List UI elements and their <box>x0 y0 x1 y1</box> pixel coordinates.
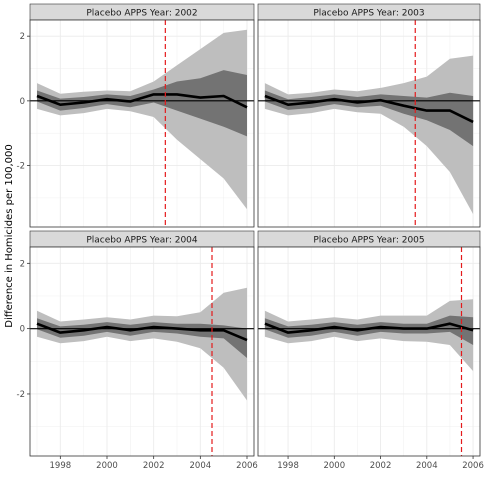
x-tick-label: 2002 <box>370 461 392 471</box>
estimate-line <box>264 94 474 124</box>
outer-band <box>264 299 474 372</box>
panel-border <box>29 246 255 457</box>
inner-band <box>264 315 474 345</box>
panel-border <box>29 19 255 228</box>
outer-band <box>37 287 247 401</box>
x-tick-label: 2000 <box>323 461 345 471</box>
panel-4: Placebo APPS Year: 2005 1998 2000 2002 2004 2… <box>257 230 484 471</box>
x-tick-label: 2006 <box>236 461 258 471</box>
x-tick-label: 1998 <box>50 461 72 471</box>
inner-band <box>264 90 474 147</box>
panel-title: Placebo APPS Year: 2005 <box>313 236 424 246</box>
outer-band <box>264 55 474 215</box>
panel-title: Placebo APPS Year: 2004 <box>86 236 198 246</box>
y-axis-title: Difference in Homicides per 100,000 <box>4 144 15 328</box>
panel-background <box>258 247 480 456</box>
x-tick-label: 1998 <box>277 461 299 471</box>
estimate-line <box>36 93 248 109</box>
outer-band <box>37 29 247 210</box>
panel-3: Placebo APPS Year: 2004 -2 0 2 1998 2000 2002 2… <box>17 230 258 471</box>
x-tick-label: 2004 <box>416 461 438 471</box>
x-tick-label: 2002 <box>143 461 165 471</box>
panel-title: Placebo APPS Year: 2003 <box>313 9 424 19</box>
y-tick-label: -2 <box>17 162 25 172</box>
panel-1: Placebo APPS Year: 2002 -2 0 2 <box>17 3 255 228</box>
y-tick-label: 0 <box>20 325 25 335</box>
panel-title: Placebo APPS Year: 2002 <box>86 9 197 19</box>
panel-2: Placebo APPS Year: 2003 <box>257 3 481 228</box>
x-tick-label: 2000 <box>96 461 118 471</box>
inner-band <box>37 70 247 137</box>
estimate-line <box>264 322 474 334</box>
y-tick-label: 2 <box>20 259 25 269</box>
y-tick-label: -2 <box>17 390 25 400</box>
y-tick-label: 0 <box>20 97 25 107</box>
panel-border <box>257 19 481 228</box>
x-tick-label: 2006 <box>462 461 484 471</box>
panel-border <box>257 246 481 457</box>
x-tick-label: 2004 <box>190 461 212 471</box>
y-tick-label: 2 <box>20 32 25 42</box>
